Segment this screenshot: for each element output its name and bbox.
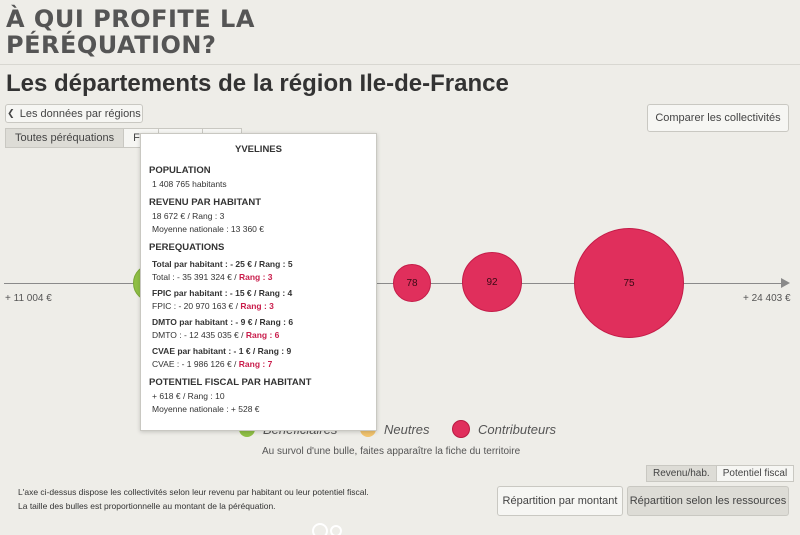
tooltip-title: YVELINES: [235, 144, 282, 155]
fpic-rank: Rang : 3: [240, 301, 274, 311]
total-rank: Rang : 3: [238, 272, 273, 282]
bubble-75[interactable]: 75: [574, 228, 684, 338]
revenu-national: Moyenne nationale : 13 360 €: [152, 224, 265, 234]
revenu-value: 18 672 € / Rang : 3: [152, 211, 225, 221]
repartition-montant-button[interactable]: Répartition par montant: [497, 486, 623, 516]
tab-toutes-perequations[interactable]: Toutes péréquations: [5, 128, 125, 148]
contributeurs-dot-icon: [452, 420, 470, 438]
hover-hint: Au survol d'une bulle, faites apparaître…: [262, 446, 521, 457]
axis-mode-toggle: Revenu/hab. Potentiel fiscal: [646, 465, 795, 482]
cvae-head: CVAE par habitant : - 1 € / Rang : 9: [152, 346, 292, 356]
bubble-78[interactable]: 78: [393, 264, 431, 302]
legend-contributeurs-label: Contributeurs: [478, 421, 557, 437]
bubble-92[interactable]: 92: [462, 252, 522, 312]
dmto-detail: DMTO : - 12 435 035 € / Rang : 6: [152, 330, 280, 340]
axis-note: L'axe ci-dessus dispose les collectivité…: [18, 487, 369, 497]
legend-contributeurs: Contributeurs: [452, 420, 556, 438]
chevron-left-icon: ❮: [7, 108, 15, 118]
population-heading: POPULATION: [149, 165, 211, 176]
bubble-size-note: La taille des bulles est proportionnelle…: [18, 501, 276, 511]
total-head: Total par habitant : - 25 € / Rang : 5: [152, 259, 293, 269]
revenu-heading: REVENU PAR HABITANT: [149, 197, 262, 208]
potentiel-value: + 618 € / Rang : 10: [152, 391, 225, 401]
logo-icon: [312, 523, 342, 535]
axis-max-label: + 24 403 €: [743, 293, 791, 304]
territory-tooltip: YVELINES POPULATION 1 408 765 habitants …: [140, 133, 377, 431]
dmto-head: DMTO par habitant : - 9 € / Rang : 6: [152, 317, 294, 327]
brand-line-1: À QUI PROFITE LA: [6, 5, 255, 33]
compare-button[interactable]: Comparer les collectivités: [647, 104, 789, 132]
fpic-detail: FPIC : - 20 970 163 € / Rang : 3: [152, 301, 274, 311]
back-to-regions-label: Les données par régions: [19, 107, 141, 120]
page-title: Les départements de la région Ile-de-Fra…: [6, 70, 509, 97]
axis-min-label: + 11 004 €: [5, 293, 52, 304]
cvae-detail: CVAE : - 1 986 126 € / Rang : 7: [152, 359, 273, 369]
toggle-potentiel-fiscal[interactable]: Potentiel fiscal: [715, 465, 795, 482]
axis-arrow-icon: [781, 278, 790, 288]
legend-neutres-label: Neutres: [384, 421, 430, 437]
dmto-rank: Rang : 6: [245, 330, 280, 340]
population-value: 1 408 765 habitants: [152, 179, 227, 189]
perequations-heading: PEREQUATIONS: [149, 242, 225, 253]
brand-line-2: PÉRÉQUATION?: [6, 31, 217, 59]
potentiel-heading: POTENTIEL FISCAL PAR HABITANT: [149, 377, 312, 388]
total-detail: Total : - 35 391 324 € / Rang : 3: [152, 272, 273, 282]
brand-title: À QUI PROFITE LA PÉRÉQUATION?: [6, 6, 255, 58]
header-divider: [0, 64, 800, 65]
back-to-regions-button[interactable]: ❮ Les données par régions: [5, 104, 143, 123]
fpic-head: FPIC par habitant : - 15 € / Rang : 4: [152, 288, 293, 298]
potentiel-national: Moyenne nationale : + 528 €: [152, 404, 260, 414]
cvae-rank: Rang : 7: [238, 359, 273, 369]
toggle-revenu[interactable]: Revenu/hab.: [646, 465, 717, 482]
repartition-ressources-button[interactable]: Répartition selon les ressources: [627, 486, 789, 516]
